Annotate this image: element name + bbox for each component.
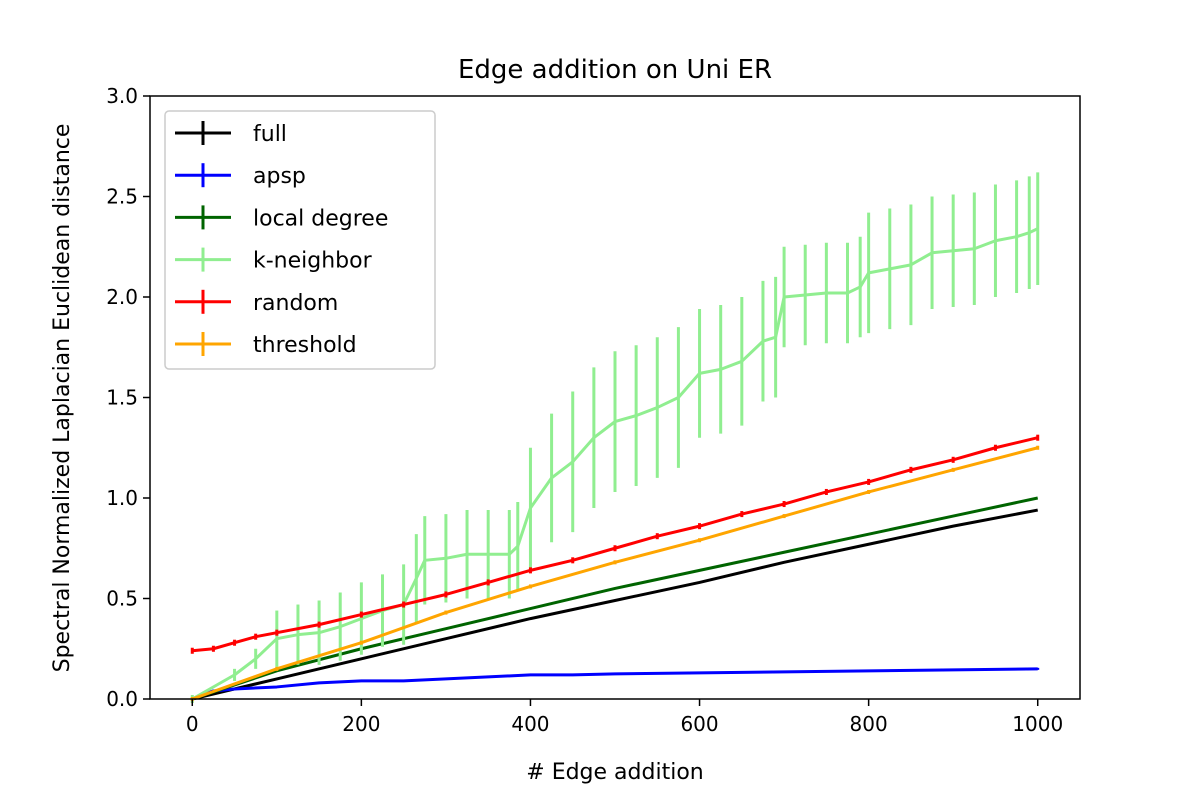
series-threshold (190, 445, 1040, 702)
y-tick-label: 1.5 (106, 386, 138, 410)
legend-label: random (253, 291, 338, 316)
chart-title: Edge addition on Uni ER (458, 55, 772, 85)
series-k-neighbor (190, 172, 1040, 704)
y-tick-label: 0.0 (106, 687, 138, 711)
series-full (191, 508, 1039, 701)
x-tick-label: 1000 (1012, 712, 1063, 736)
y-tick-label: 1.0 (106, 486, 138, 510)
legend-item-threshold: threshold (175, 332, 357, 358)
plot-area (190, 172, 1040, 704)
legend-label: apsp (253, 164, 306, 189)
legend-label: threshold (253, 333, 357, 358)
y-tick-label: 0.5 (106, 587, 138, 611)
x-tick-label: 200 (342, 712, 380, 736)
series-random (190, 434, 1040, 654)
x-tick-label: 0 (186, 712, 199, 736)
series-line-local-degree (191, 496, 1039, 701)
legend-item-k-neighbor: k-neighbor (175, 247, 373, 274)
y-axis-label: Spectral Normalized Laplacian Euclidean … (50, 124, 75, 673)
x-tick-label: 400 (511, 712, 549, 736)
y-tick-label: 2.0 (106, 285, 138, 309)
x-tick-label: 800 (850, 712, 888, 736)
legend-item-full: full (175, 121, 287, 147)
legend-item-apsp: apsp (175, 163, 306, 189)
legend: full apsp local degree k-neighbor random thre… (164, 110, 436, 370)
series-local-degree (191, 496, 1039, 701)
x-tick-label: 600 (680, 712, 718, 736)
y-tick-label: 3.0 (106, 84, 138, 108)
series-line-full (191, 508, 1039, 701)
legend-label: full (253, 122, 287, 147)
y-tick-label: 2.5 (106, 185, 138, 209)
legend-label: k-neighbor (253, 249, 373, 274)
axes: 0 200 400 600 800 1000 0.0 0.5 1.0 1.5 2.0 2.5 3.0 (106, 84, 1063, 736)
legend-box (164, 110, 436, 370)
x-axis-label: # Edge addition (526, 760, 703, 785)
legend-item-random: random (175, 289, 338, 316)
legend-label: local degree (253, 206, 388, 231)
legend-item-local-degree: local degree (175, 205, 388, 231)
